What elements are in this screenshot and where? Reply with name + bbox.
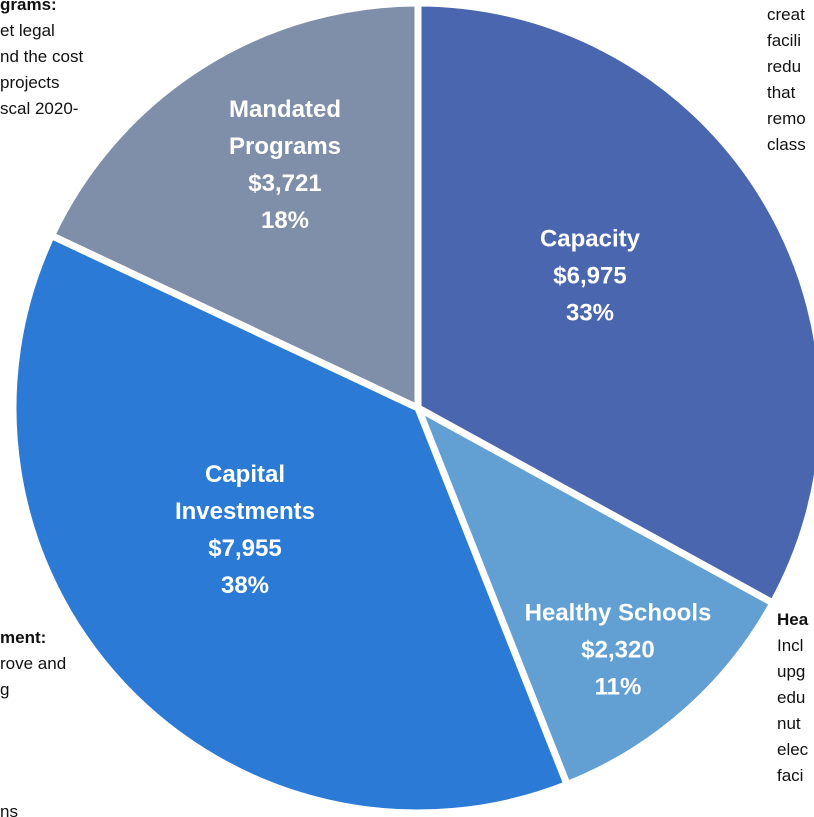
annotation-line: ns <box>0 802 18 817</box>
annotation-line: remo <box>767 109 806 128</box>
pie-slice <box>46 0 422 414</box>
annotation-heading: Hea <box>777 610 809 629</box>
category-label: Capital Investments <box>174 461 316 525</box>
annotation-line: edu <box>777 688 806 707</box>
annotation-line: upg <box>777 662 806 681</box>
annotation-line: nd the cost <box>0 47 84 66</box>
annotation-line: that <box>767 83 796 102</box>
pie-slice <box>411 400 778 790</box>
annotation-heading: ment: <box>0 628 47 647</box>
annotation-line: rove and <box>0 654 67 673</box>
annotation-line: nut <box>777 714 801 733</box>
category-label: Capacity <box>539 225 641 253</box>
annotation-line: class <box>767 135 806 154</box>
percent-label: 33% <box>565 299 615 327</box>
slice-label: Capacity $6,975 33% <box>490 221 690 332</box>
category-label: Healthy Schools <box>524 599 712 627</box>
annotation-line: faci <box>777 766 804 785</box>
annotation-heading: grams: <box>0 0 57 14</box>
annotation-line: creat <box>767 5 805 24</box>
percent-label: 18% <box>260 207 310 234</box>
annotation-line: redu <box>767 57 802 76</box>
slice-label: Mandated Programs $3,721 18% <box>200 91 370 239</box>
annotation-line: et legal <box>0 21 55 40</box>
annotation-line: g <box>0 680 10 699</box>
amount-label: $3,721 <box>248 170 322 197</box>
annotation-line: facili <box>767 31 802 50</box>
pie-slice <box>9 230 572 817</box>
annotation: creat facili redu that remo class <box>767 2 806 158</box>
annotation: Hea Incl upg edu nut elec faci <box>777 607 808 789</box>
slice-label: Capital Investments $7,955 38% <box>160 456 330 604</box>
annotation: grams: et legal nd the cost projects scal 20… <box>0 0 83 122</box>
annotation-line: elec <box>777 740 809 759</box>
category-label: Mandated Programs <box>228 96 342 160</box>
percent-label: 11% <box>594 673 642 701</box>
slice-label: Healthy Schools $2,320 11% <box>488 595 748 706</box>
amount-label: $7,955 <box>208 535 282 562</box>
annotation: ment: rove and g <box>0 625 66 703</box>
annotation-line: projects <box>0 73 60 92</box>
annotation-line: scal 2020- <box>0 99 79 118</box>
percent-label: 38% <box>220 572 270 599</box>
annotation-line: Incl <box>777 636 804 655</box>
amount-label: $2,320 <box>581 636 655 664</box>
amount-label: $6,975 <box>553 262 627 290</box>
annotation: ns <box>0 799 18 817</box>
